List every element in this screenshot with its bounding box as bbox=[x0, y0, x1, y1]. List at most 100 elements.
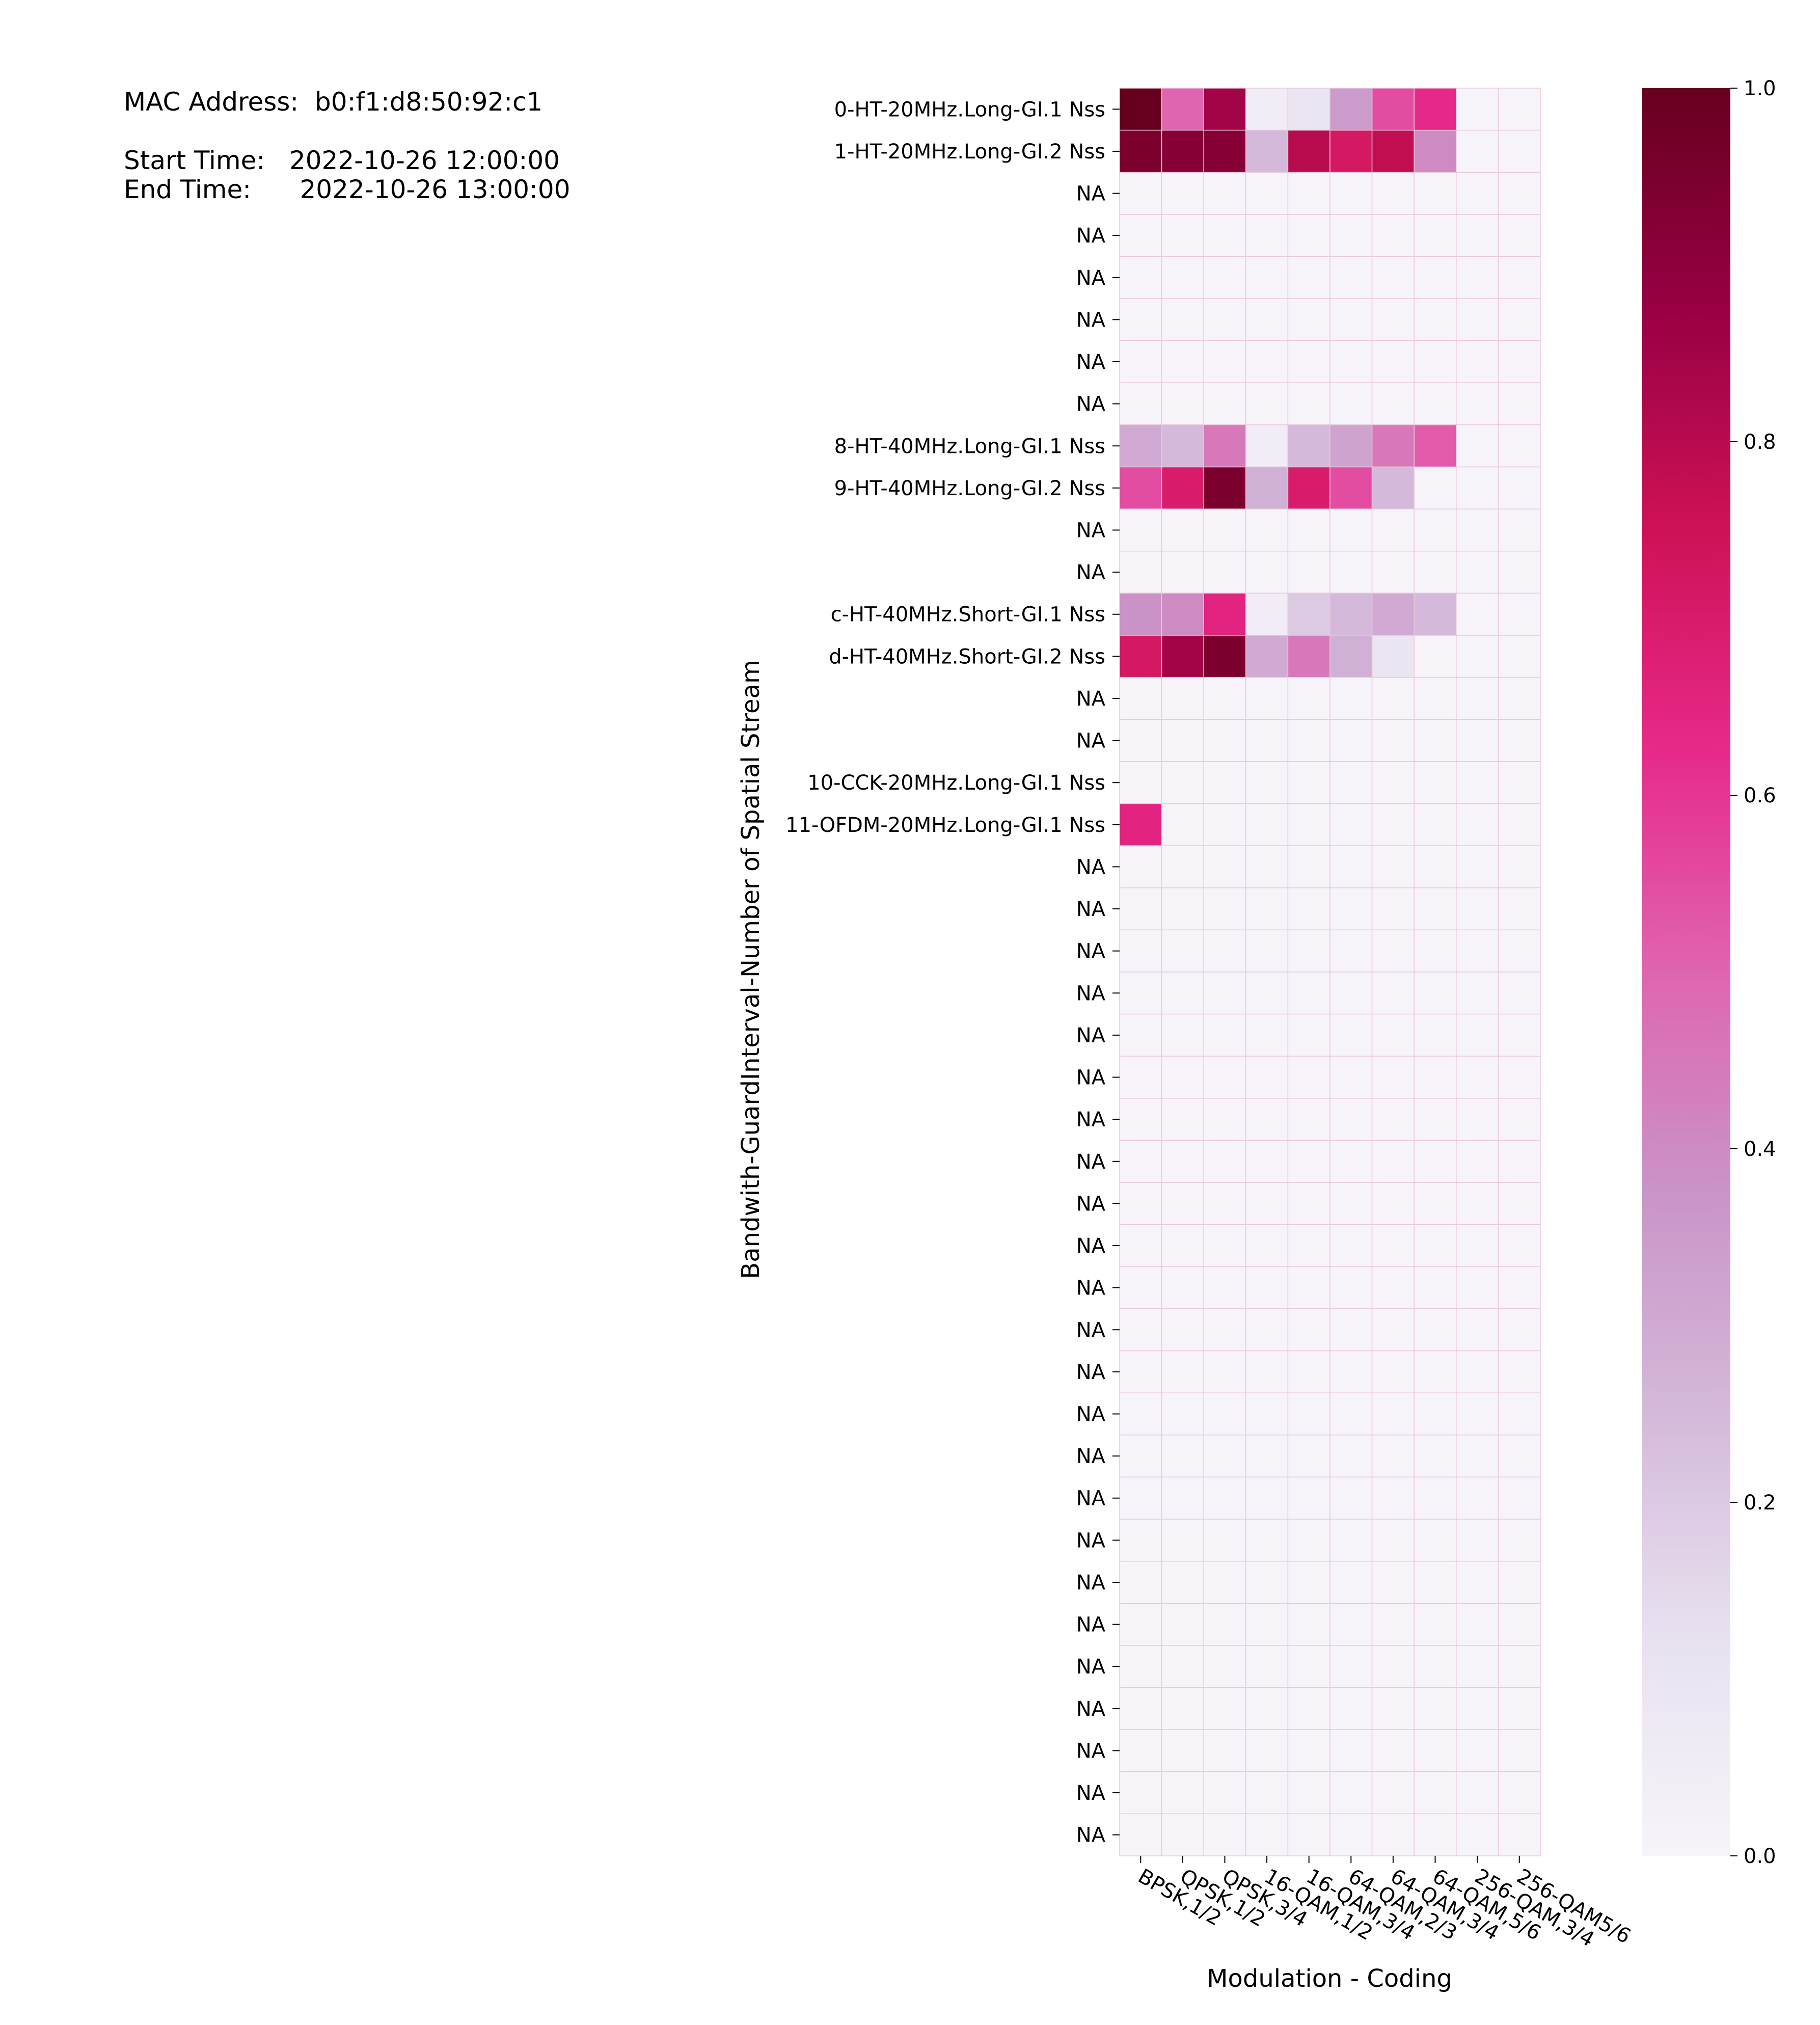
heatmap-cell bbox=[1329, 256, 1373, 299]
heatmap-cell bbox=[1498, 1813, 1541, 1856]
heatmap-cell bbox=[1329, 1476, 1373, 1520]
heatmap-cell bbox=[1456, 1771, 1499, 1815]
heatmap-cell bbox=[1371, 1560, 1415, 1604]
heatmap-cell bbox=[1287, 1813, 1330, 1856]
heatmap-cell bbox=[1456, 1560, 1499, 1604]
heatmap-cell bbox=[1329, 929, 1373, 973]
heatmap-cell bbox=[1119, 971, 1162, 1015]
heatmap-cell bbox=[1329, 592, 1373, 636]
heatmap-cell bbox=[1287, 1056, 1330, 1099]
heatmap-cell bbox=[1329, 1560, 1373, 1604]
heatmap-cell bbox=[1161, 1519, 1204, 1562]
heatmap-cell bbox=[1498, 172, 1541, 215]
heatmap-cell bbox=[1119, 508, 1162, 552]
heatmap-cell bbox=[1414, 298, 1457, 341]
heatmap-cell bbox=[1414, 256, 1457, 299]
heatmap-cell bbox=[1371, 172, 1415, 215]
heatmap-cell bbox=[1287, 466, 1330, 509]
heatmap-cell bbox=[1456, 1013, 1499, 1057]
heatmap-cell bbox=[1203, 1392, 1246, 1436]
heatmap-cell bbox=[1119, 635, 1162, 678]
heatmap-cell bbox=[1119, 677, 1162, 720]
heatmap-cell bbox=[1245, 677, 1289, 720]
heatmap-cell bbox=[1456, 677, 1499, 720]
heatmap-cell bbox=[1456, 1056, 1499, 1099]
heatmap-cell bbox=[1498, 424, 1541, 468]
heatmap-cells bbox=[1119, 88, 1541, 1856]
heatmap-cell bbox=[1498, 256, 1541, 299]
heatmap-cell bbox=[1119, 1308, 1162, 1352]
heatmap-cell bbox=[1119, 887, 1162, 931]
heatmap-cell bbox=[1245, 1603, 1289, 1646]
heatmap-cell bbox=[1245, 761, 1289, 804]
y-tick-label: 0-HT-20MHz.Long-GI.1 Nss bbox=[834, 98, 1105, 121]
heatmap-cell bbox=[1329, 1603, 1373, 1646]
heatmap-cell bbox=[1456, 845, 1499, 888]
colorbar-tick-label: 0.4 bbox=[1744, 1138, 1776, 1161]
heatmap-cell bbox=[1371, 508, 1415, 552]
heatmap-cell bbox=[1329, 1435, 1373, 1478]
heatmap-cell bbox=[1119, 172, 1162, 215]
heatmap-cell bbox=[1245, 1813, 1289, 1856]
heatmap-cell bbox=[1161, 1140, 1204, 1183]
heatmap-cell bbox=[1371, 1098, 1415, 1141]
y-tick-label: NA bbox=[1076, 1318, 1106, 1342]
heatmap-cell bbox=[1161, 424, 1204, 468]
y-tick-label: NA bbox=[1076, 308, 1106, 332]
heatmap-cell bbox=[1203, 1013, 1246, 1057]
heatmap-cell bbox=[1245, 1560, 1289, 1604]
heatmap-cell bbox=[1287, 256, 1330, 299]
heatmap-cell bbox=[1456, 1224, 1499, 1267]
y-tick-label: 1-HT-20MHz.Long-GI.2 Nss bbox=[834, 140, 1105, 164]
y-tick-label: NA bbox=[1076, 1739, 1106, 1763]
heatmap-cell bbox=[1245, 382, 1289, 425]
heatmap-cell bbox=[1245, 1140, 1289, 1183]
heatmap-cell bbox=[1203, 1603, 1246, 1646]
heatmap-cell bbox=[1456, 1729, 1499, 1772]
heatmap-cell bbox=[1371, 1013, 1415, 1057]
heatmap-cell bbox=[1119, 1098, 1162, 1141]
heatmap-cell bbox=[1245, 1771, 1289, 1815]
heatmap-cell bbox=[1161, 172, 1204, 215]
heatmap-cell bbox=[1245, 929, 1289, 973]
heatmap-cell bbox=[1203, 256, 1246, 299]
heatmap-cell bbox=[1371, 677, 1415, 720]
heatmap-cell bbox=[1287, 677, 1330, 720]
heatmap-cell bbox=[1498, 719, 1541, 762]
heatmap-cell bbox=[1414, 592, 1457, 636]
heatmap-cell bbox=[1245, 971, 1289, 1015]
heatmap-cell bbox=[1203, 761, 1246, 804]
heatmap-cell bbox=[1203, 508, 1246, 552]
heatmap-cell bbox=[1245, 1182, 1289, 1225]
heatmap-cell bbox=[1498, 551, 1541, 594]
heatmap-cell bbox=[1161, 340, 1204, 384]
heatmap-cell bbox=[1414, 1645, 1457, 1688]
y-tick-label: NA bbox=[1076, 898, 1106, 921]
heatmap-cell bbox=[1414, 971, 1457, 1015]
heatmap-cell bbox=[1161, 929, 1204, 973]
heatmap-cell bbox=[1414, 1603, 1457, 1646]
heatmap-cell bbox=[1371, 592, 1415, 636]
heatmap-cell bbox=[1119, 129, 1162, 173]
heatmap-cell bbox=[1456, 1098, 1499, 1141]
heatmap-cell bbox=[1498, 1603, 1541, 1646]
heatmap-cell bbox=[1203, 887, 1246, 931]
heatmap-cell bbox=[1245, 845, 1289, 888]
heatmap-cell bbox=[1498, 1392, 1541, 1436]
heatmap-cell bbox=[1414, 1140, 1457, 1183]
heatmap-cell bbox=[1203, 1140, 1246, 1183]
heatmap-cell bbox=[1371, 971, 1415, 1015]
heatmap-cell bbox=[1119, 592, 1162, 636]
heatmap-cell bbox=[1456, 466, 1499, 509]
heatmap-cell bbox=[1329, 887, 1373, 931]
y-tick-label: NA bbox=[1076, 1655, 1106, 1679]
heatmap-cell bbox=[1245, 551, 1289, 594]
heatmap-cell bbox=[1456, 1140, 1499, 1183]
heatmap-cell bbox=[1287, 1182, 1330, 1225]
heatmap-cell bbox=[1203, 1098, 1246, 1141]
heatmap-cell bbox=[1245, 1266, 1289, 1309]
heatmap-cell bbox=[1456, 971, 1499, 1015]
heatmap-cell bbox=[1287, 1687, 1330, 1730]
colorbar-ticks: 0.0 0.2 0.4 0.6 0.8 1.0 bbox=[1730, 77, 1776, 1868]
y-tick-label: 8-HT-40MHz.Long-GI.1 Nss bbox=[834, 435, 1105, 458]
